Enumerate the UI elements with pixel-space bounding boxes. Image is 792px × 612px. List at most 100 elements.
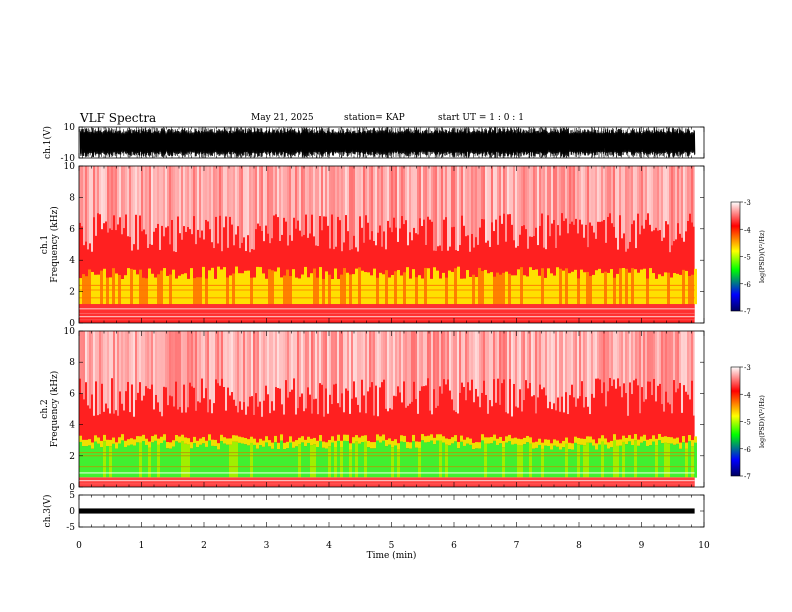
noise-streak (243, 331, 245, 403)
noise-streak (515, 166, 517, 248)
noise-streak (391, 166, 393, 233)
noise-streak (261, 331, 263, 417)
yellow-band-strip (691, 274, 694, 305)
noise-streak (89, 166, 91, 244)
green-band-strip (166, 448, 169, 478)
yellow-band-strip (298, 278, 301, 305)
green-band-strip (616, 445, 619, 478)
noise-streak (619, 166, 621, 216)
noise-streak (339, 331, 341, 408)
noise-streak (647, 166, 649, 214)
noise-streak (433, 166, 435, 251)
noise-streak (309, 331, 311, 395)
noise-streak (421, 331, 423, 387)
yellow-edge-strip (568, 442, 571, 450)
yellow-band-strip (328, 274, 331, 305)
noise-streak (601, 166, 603, 222)
yellow-edge-strip (478, 442, 481, 449)
green-band-strip (283, 449, 286, 478)
noise-streak (493, 331, 495, 380)
noise-streak (595, 166, 597, 239)
noise-streak (669, 331, 671, 405)
green-band-strip (130, 444, 133, 478)
yellow-edge-strip (136, 436, 139, 443)
yellow-edge-strip (133, 439, 136, 446)
noise-streak (213, 166, 215, 249)
green-band-strip (112, 443, 115, 478)
yellow-band-strip (619, 268, 622, 305)
yellow-band-strip (250, 277, 253, 305)
yellow-edge-strip (358, 437, 361, 444)
green-band-strip (391, 447, 394, 478)
noise-streak (685, 166, 687, 232)
noise-streak (101, 166, 103, 230)
green-band-strip (325, 448, 328, 478)
green-band-strip (640, 442, 643, 478)
yellow-edge-strip (391, 440, 394, 448)
yellow-edge-strip (295, 440, 298, 447)
ch2-freq-tick-label: 0 (69, 483, 75, 493)
yellow-edge-strip (481, 434, 484, 441)
noise-streak (143, 166, 145, 230)
noise-streak (457, 166, 459, 251)
green-band-strip (250, 442, 253, 478)
yellow-edge-strip (469, 438, 472, 445)
noise-streak (509, 166, 511, 215)
yellow-band-strip (187, 278, 190, 305)
noise-streak (437, 331, 439, 406)
noise-streak (169, 166, 171, 245)
noise-streak (597, 331, 599, 379)
yellow-band-strip (379, 272, 382, 305)
yellow-edge-strip (406, 441, 409, 449)
noise-streak (167, 166, 169, 227)
noise-streak (603, 166, 605, 220)
noise-streak (453, 331, 455, 411)
yellow-edge-strip (421, 434, 424, 441)
noise-streak (325, 166, 327, 217)
noise-streak (423, 166, 425, 220)
noise-streak (123, 166, 125, 229)
noise-streak (491, 166, 493, 223)
noise-streak (283, 166, 285, 218)
noise-streak (483, 331, 485, 381)
yellow-edge-strip (265, 436, 268, 443)
noise-streak (623, 166, 625, 234)
noise-streak (255, 331, 257, 394)
noise-streak (155, 166, 157, 229)
yellow-edge-strip (94, 435, 97, 442)
yellow-band-strip (208, 270, 211, 305)
noise-streak (183, 166, 185, 227)
yellow-edge-strip (571, 443, 574, 450)
noise-streak (341, 166, 343, 252)
green-band-strip (178, 442, 181, 478)
noise-streak (667, 166, 669, 225)
yellow-edge-strip (286, 441, 289, 449)
noise-streak (121, 166, 123, 235)
noise-streak (333, 331, 335, 385)
noise-streak (637, 166, 639, 214)
green-band-strip (646, 445, 649, 478)
green-band-strip (85, 446, 88, 478)
yellow-edge-strip (340, 440, 343, 447)
yellow-band-strip (253, 277, 256, 305)
yellow-band-strip (535, 269, 538, 305)
yellow-band-strip (610, 269, 613, 305)
noise-streak (639, 166, 641, 235)
noise-streak (335, 166, 337, 247)
yellow-band-strip (136, 274, 139, 305)
noise-streak (397, 166, 399, 242)
noise-streak (665, 331, 667, 392)
colorbar-tick-label: -7 (744, 473, 751, 481)
green-band-strip (544, 445, 547, 478)
yellow-band-strip (154, 277, 157, 305)
yellow-band-strip (463, 278, 466, 305)
noise-streak (247, 166, 249, 236)
noise-streak (477, 166, 479, 245)
noise-streak (207, 331, 209, 413)
noise-streak (351, 331, 353, 399)
noise-streak (249, 166, 251, 253)
noise-streak (209, 166, 211, 230)
green-band-strip (94, 441, 97, 478)
noise-streak (369, 166, 371, 240)
